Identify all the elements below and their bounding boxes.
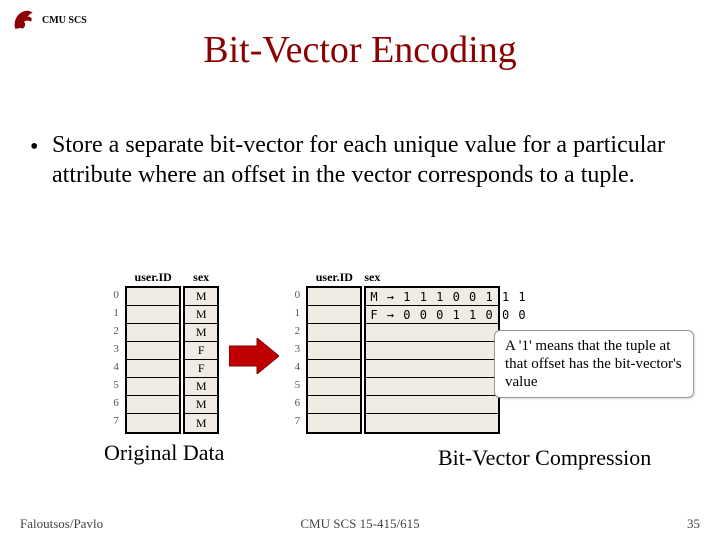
table-cell [366,378,498,396]
table-cell [127,324,179,342]
bullet-content: Store a separate bit-vector for each uni… [52,132,665,188]
userid-col-group: user.ID [125,268,181,434]
table-cell [308,378,360,396]
sex-col-group: sex M M M F F M M M [183,268,219,434]
table-cell: M [185,306,217,324]
row-idx: 5 [290,376,304,394]
userid-col-group: user.ID [306,268,362,434]
table-cell [308,342,360,360]
userid-header: user.ID [125,268,181,286]
table-cell [127,306,179,324]
table-cell: M [185,324,217,342]
table-cell: M [185,378,217,396]
row-idx: 1 [290,304,304,322]
table-cell [366,396,498,414]
row-idx: 7 [109,412,123,430]
row-idx: 0 [290,286,304,304]
table-cell [366,324,498,342]
table-cell [308,360,360,378]
slide-footer: Faloutsos/Pavlo CMU SCS 15-415/615 35 [20,516,700,532]
table-cell [127,378,179,396]
bullet-text: • Store a separate bit-vector for each u… [52,130,680,190]
table-cell [308,414,360,432]
table-cell: M → 1 1 1 0 0 1 1 1 [366,288,498,306]
row-idx: 2 [290,322,304,340]
bv-col-group: sex M → 1 1 1 0 0 1 1 1 F → 0 0 0 1 1 0 … [364,268,500,434]
original-table: 0 1 2 3 4 5 6 7 user.ID [104,268,224,466]
footer-left: Faloutsos/Pavlo [20,516,103,532]
bullet-dot-icon: • [30,132,38,162]
row-idx: 3 [109,340,123,358]
table-cell: F → 0 0 0 1 1 0 0 0 [366,306,498,324]
arrow-block [224,338,284,374]
compressed-caption: Bit-Vector Compression [438,445,651,471]
callout-box: A '1' means that the tuple at that offse… [494,330,694,398]
slide-title: Bit-Vector Encoding [0,28,720,72]
sex-header: sex [364,268,500,286]
table-cell [366,360,498,378]
row-idx: 6 [109,394,123,412]
table-cell: F [185,360,217,378]
row-idx: 2 [109,322,123,340]
sex-header: sex [183,268,219,286]
row-idx: 5 [109,376,123,394]
row-idx: 3 [290,340,304,358]
original-caption: Original Data [104,440,224,466]
table-cell [308,288,360,306]
row-index-col: 0 1 2 3 4 5 6 7 [109,268,123,430]
row-idx: 0 [109,286,123,304]
userid-header: user.ID [306,268,362,286]
row-idx: 1 [109,304,123,322]
table-cell [308,306,360,324]
table-cell [366,414,498,432]
row-idx: 6 [290,394,304,412]
table-cell: M [185,288,217,306]
right-arrow-icon [229,338,279,374]
table-cell [308,396,360,414]
row-index-col: 0 1 2 3 4 5 6 7 [290,268,304,430]
table-cell: M [185,414,217,432]
table-cell: M [185,396,217,414]
table-cell [127,414,179,432]
table-cell [127,288,179,306]
row-idx: 4 [109,358,123,376]
compressed-table: 0 1 2 3 4 5 6 7 user.ID [290,268,500,434]
org-label: CMU SCS [42,15,87,26]
row-idx: 7 [290,412,304,430]
table-cell [127,360,179,378]
table-cell [127,342,179,360]
table-cell [308,324,360,342]
footer-mid: CMU SCS 15-415/615 [20,516,700,532]
table-cell [127,396,179,414]
table-cell [366,342,498,360]
footer-right: 35 [687,516,700,532]
row-idx: 4 [290,358,304,376]
table-cell: F [185,342,217,360]
